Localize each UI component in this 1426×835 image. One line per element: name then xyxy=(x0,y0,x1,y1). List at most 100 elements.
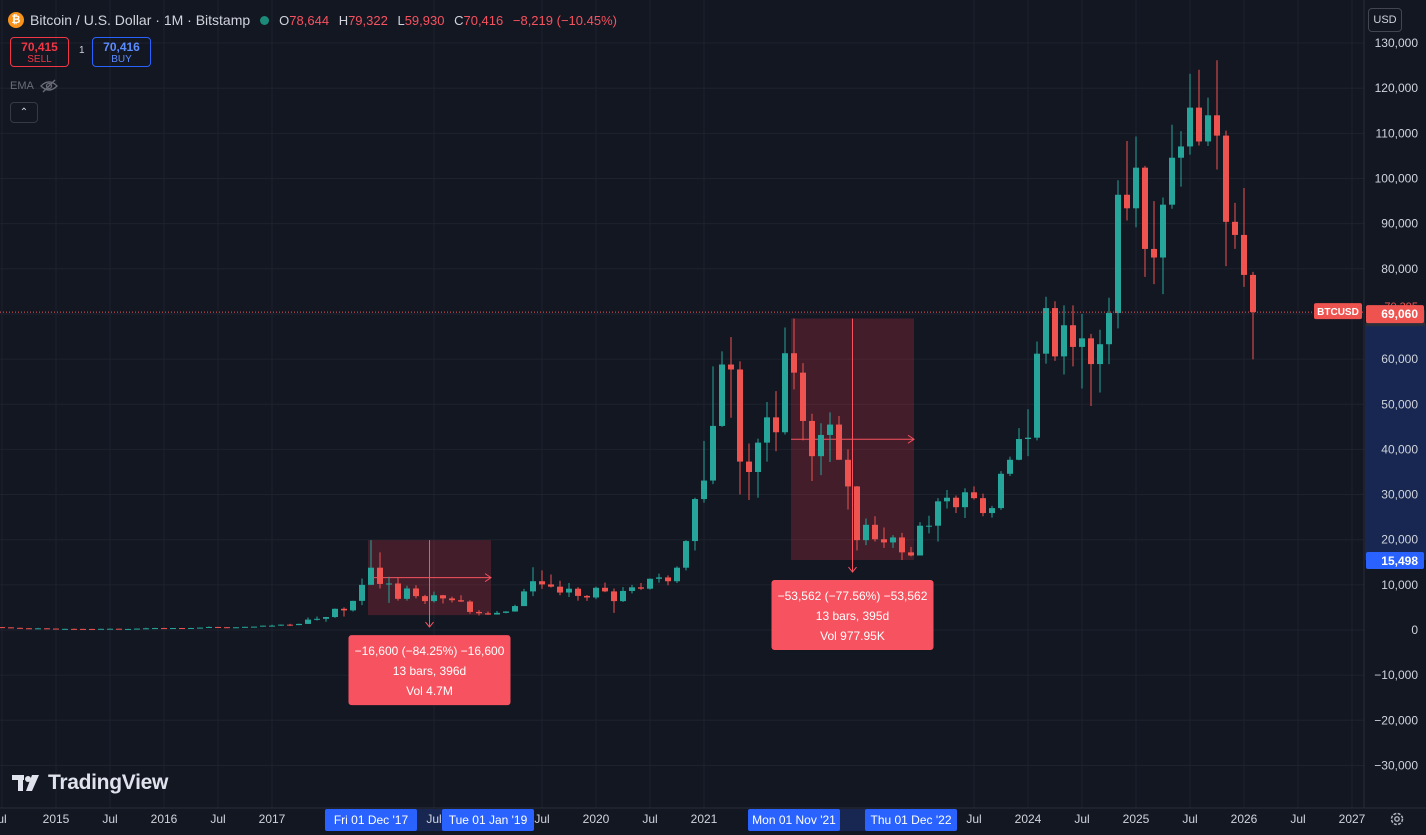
candle xyxy=(1178,131,1184,187)
candle xyxy=(332,608,338,618)
candle-body xyxy=(944,497,950,502)
candle xyxy=(854,485,860,551)
collapse-legend-button[interactable]: ⌃ xyxy=(10,102,38,123)
candle-body xyxy=(737,369,743,462)
ohlc-legend: O78,644 H79,322 L59,930 C70,416 −8,219 (… xyxy=(279,13,623,28)
candle xyxy=(710,366,716,485)
market-status-icon[interactable] xyxy=(260,15,270,25)
buy-button[interactable]: 70,416 BUY xyxy=(92,37,151,67)
symbol-title[interactable]: Bitcoin / U.S. Dollar · 1M · Bitstamp xyxy=(30,12,251,28)
tradingview-logo[interactable]: TradingView xyxy=(12,771,168,795)
time-tick-label: 2020 xyxy=(583,812,610,826)
candle xyxy=(971,486,977,500)
sell-button[interactable]: 70,415 SELL xyxy=(10,37,69,67)
candle-body xyxy=(179,628,185,630)
candle xyxy=(485,611,491,615)
candle xyxy=(206,626,212,628)
candle xyxy=(224,627,230,629)
time-tick-label: Jul xyxy=(642,812,657,826)
currency-button[interactable]: USD xyxy=(1368,8,1402,32)
candle-body xyxy=(8,627,14,629)
candle-body xyxy=(53,628,59,630)
ema-indicator[interactable]: EMA xyxy=(10,79,58,93)
candle-body xyxy=(269,625,275,627)
candle xyxy=(1241,187,1247,287)
candle-body xyxy=(917,525,923,556)
candle-body xyxy=(197,627,203,629)
candle-body xyxy=(287,624,293,626)
candle xyxy=(161,627,167,630)
candle-body xyxy=(170,628,176,630)
candle xyxy=(611,588,617,613)
candle-body xyxy=(548,584,554,587)
candle-body xyxy=(368,567,374,585)
time-tick-label: Jul xyxy=(102,812,117,826)
candle xyxy=(737,361,743,495)
time-highlight-label: Tue 01 Jan '19 xyxy=(449,813,528,827)
candle-body xyxy=(332,608,338,618)
candle xyxy=(1205,97,1211,146)
candle-body xyxy=(908,552,914,556)
candle-body xyxy=(134,628,140,630)
candle-body xyxy=(719,364,725,426)
measure-label: −53,562 (−77.56%) −53,562 13 bars, 395d Vo… xyxy=(771,580,934,651)
price-tick-label: 40,000 xyxy=(1381,442,1418,456)
candle-body xyxy=(314,618,320,620)
symbol-header[interactable]: ₿ Bitcoin / U.S. Dollar · 1M · Bitstamp … xyxy=(8,9,623,31)
candle-body xyxy=(17,627,23,629)
candle xyxy=(350,600,356,612)
candle-body xyxy=(1142,167,1148,249)
candle xyxy=(638,583,644,590)
candle-body xyxy=(980,498,986,514)
candle xyxy=(845,449,851,510)
price-tick-label: 30,000 xyxy=(1381,488,1418,502)
candle xyxy=(1088,333,1094,407)
candle-body xyxy=(458,600,464,602)
price-tick-label: 80,000 xyxy=(1381,262,1418,276)
time-highlight-pill xyxy=(865,809,957,831)
ema-label: EMA xyxy=(10,80,34,92)
symbol-tag xyxy=(1314,303,1362,320)
candle xyxy=(575,587,581,601)
close-key: C xyxy=(454,12,464,28)
candle xyxy=(71,628,77,630)
candle xyxy=(1196,69,1202,146)
candle xyxy=(260,625,266,627)
candles xyxy=(0,60,1256,630)
candle-body xyxy=(341,608,347,611)
candle xyxy=(494,611,500,615)
candle xyxy=(692,497,698,551)
candle xyxy=(1106,297,1112,365)
gear-icon[interactable] xyxy=(1387,809,1407,829)
candle xyxy=(683,540,689,571)
candle xyxy=(467,600,473,614)
candle-body xyxy=(359,584,365,601)
candle xyxy=(593,586,599,600)
candle-body xyxy=(1061,325,1067,357)
candle-body xyxy=(1106,313,1112,345)
candle-body xyxy=(1052,308,1058,357)
candle xyxy=(917,522,923,556)
candle xyxy=(125,628,131,630)
candle-body xyxy=(62,628,68,630)
sell-price: 70,415 xyxy=(21,40,58,54)
candle xyxy=(782,327,788,435)
eye-off-icon[interactable] xyxy=(39,79,58,93)
candle-body xyxy=(1079,338,1085,347)
candle xyxy=(1214,60,1220,170)
measure-label-text: 13 bars, 395d xyxy=(816,609,889,623)
measure-arrow-right xyxy=(484,573,492,583)
candle-body xyxy=(638,587,644,589)
candle-body xyxy=(35,628,41,630)
candle-body xyxy=(1250,274,1256,313)
candle-body xyxy=(1115,194,1121,314)
candle xyxy=(1133,136,1139,228)
candle xyxy=(35,627,41,630)
measure-label-text: Vol 977.95K xyxy=(820,629,885,643)
candle-body xyxy=(998,473,1004,509)
candle xyxy=(440,594,446,604)
candle xyxy=(827,412,833,463)
candle xyxy=(1007,456,1013,477)
candle xyxy=(998,471,1004,510)
